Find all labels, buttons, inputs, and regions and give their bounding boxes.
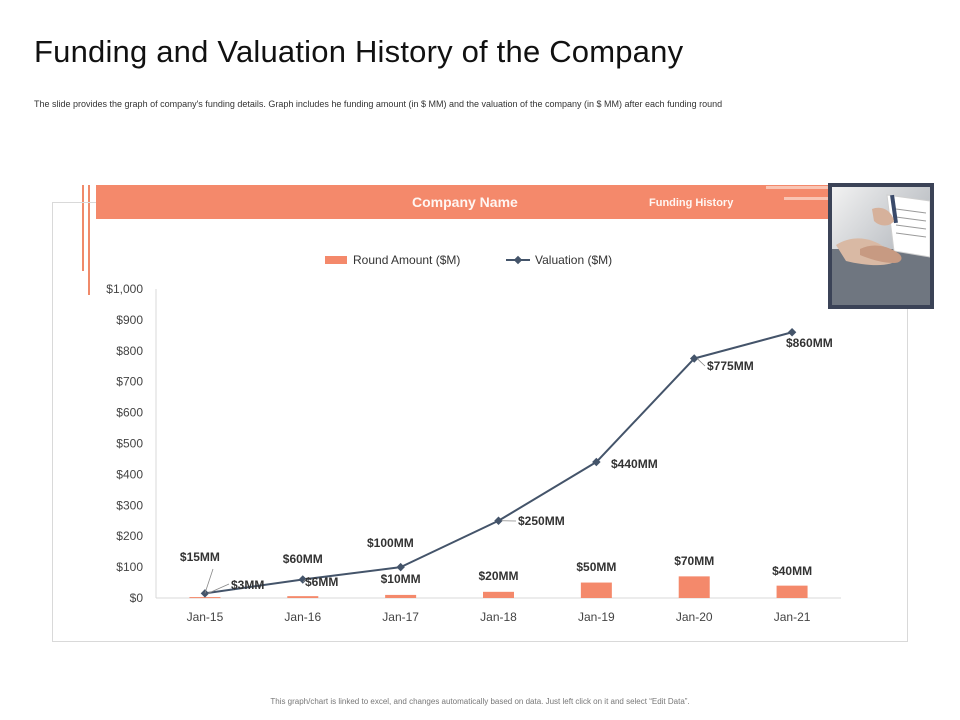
chart-canvas: $0 $100 $200 $300 $400 $500 $600 $700 $800 $900 $1… — [106, 253, 841, 624]
bar-data-label: $40MM — [772, 564, 812, 578]
y-tick-label: $500 — [116, 437, 143, 451]
y-tick-label: $400 — [116, 467, 143, 481]
line-data-label: $100MM — [367, 536, 414, 550]
bar — [385, 594, 417, 598]
bar-data-label: $10MM — [381, 572, 421, 586]
line-marker — [689, 354, 699, 363]
page-subtitle: The slide provides the graph of company'… — [34, 99, 723, 109]
leader-line — [204, 568, 214, 594]
x-tick-label: Jan-15 — [187, 610, 224, 624]
bar — [580, 582, 612, 598]
line-data-label: $860MM — [786, 336, 833, 350]
line-marker — [396, 562, 405, 572]
bar — [776, 585, 808, 598]
bar-data-label: $60MM — [283, 552, 323, 566]
line-marker — [494, 516, 503, 525]
handshake-photo — [828, 183, 934, 309]
bar — [483, 591, 514, 598]
y-tick-label: $200 — [116, 529, 143, 543]
bar — [678, 576, 710, 598]
banner-company-name: Company Name — [412, 194, 518, 210]
line-data-label: $440MM — [611, 457, 658, 471]
y-tick-label: $700 — [116, 375, 143, 389]
bar — [287, 596, 319, 598]
chart-container: $0 $100 $200 $300 $400 $500 $600 $700 $800 $900 $1… — [52, 202, 908, 642]
leader-line — [302, 579, 307, 583]
line-data-label: $775MM — [707, 359, 754, 373]
legend-label-valuation: Valuation ($M) — [535, 253, 612, 267]
legend-label-round-amount: Round Amount ($M) — [353, 253, 460, 267]
y-tick-label: $1,000 — [106, 282, 143, 296]
y-tick-label: $900 — [116, 313, 143, 327]
legend-swatch-marker — [513, 255, 523, 265]
footer-note: This graph/chart is linked to excel, and… — [270, 697, 690, 706]
handshake-photo-icon — [832, 187, 930, 305]
legend-swatch-bar — [325, 256, 347, 264]
y-tick-label: $0 — [130, 591, 144, 605]
banner-accent-strip — [766, 186, 828, 189]
decorative-line — [82, 185, 84, 271]
line-data-label: $6MM — [305, 575, 338, 589]
line-marker — [592, 457, 601, 467]
leader-line — [207, 583, 230, 594]
x-tick-label: Jan-19 — [578, 610, 615, 624]
x-tick-label: Jan-17 — [382, 610, 419, 624]
decorative-line — [88, 185, 90, 295]
leader-line — [696, 358, 706, 367]
section-banner: Company Name Funding History — [96, 185, 828, 219]
y-tick-label: $300 — [116, 498, 143, 512]
bar-data-label: $20MM — [478, 569, 518, 583]
x-tick-label: Jan-21 — [774, 610, 811, 624]
x-tick-label: Jan-18 — [480, 610, 517, 624]
y-tick-label: $100 — [116, 560, 143, 574]
y-tick-label: $600 — [116, 406, 143, 420]
x-tick-label: Jan-16 — [284, 610, 321, 624]
bar-data-label: $15MM — [180, 550, 220, 564]
line-marker — [298, 575, 308, 584]
banner-section-label: Funding History — [649, 197, 734, 209]
page-title: Funding and Valuation History of the Com… — [34, 34, 684, 69]
banner-accent-strip — [784, 197, 828, 200]
bar-data-label: $50MM — [576, 560, 616, 574]
bar-data-label: $70MM — [674, 554, 714, 568]
line-data-label: $3MM — [231, 578, 264, 592]
y-tick-label: $800 — [116, 344, 143, 358]
line-data-label: $250MM — [518, 514, 565, 528]
x-tick-label: Jan-20 — [676, 610, 713, 624]
